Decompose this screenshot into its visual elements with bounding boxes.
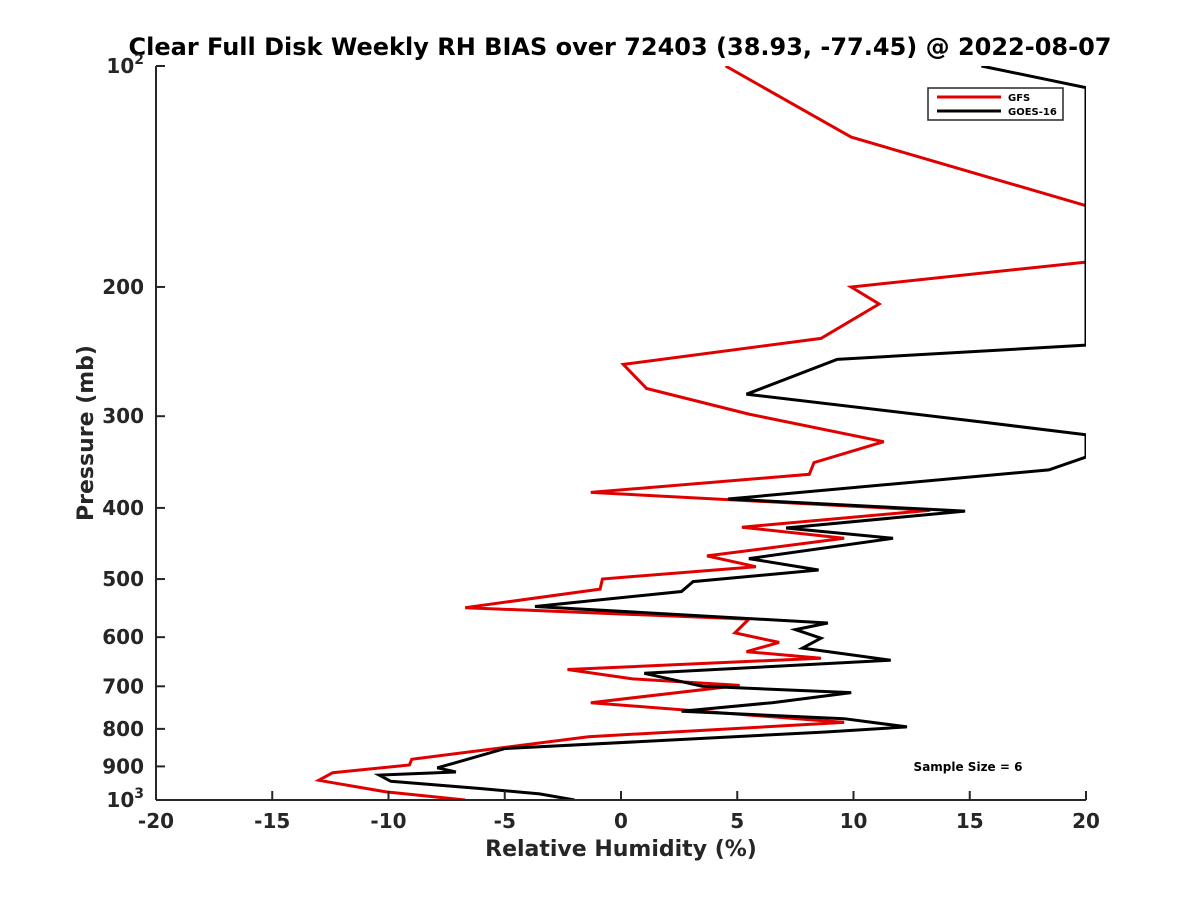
x-axis-label: Relative Humidity (%) <box>485 837 757 862</box>
x-tick-label: -10 <box>370 809 406 833</box>
x-tick-label: 10 <box>840 809 868 833</box>
sample-size-annotation: Sample Size = 6 <box>914 760 1023 774</box>
y-tick-label: 700 <box>102 674 144 698</box>
y-tick-label: 400 <box>102 496 144 520</box>
x-tick-label: 0 <box>614 809 628 833</box>
series-line-gfs <box>314 66 1086 800</box>
x-tick-label: 20 <box>1072 809 1100 833</box>
axes: -20 -15 -10 -5 0 5 10 15 20 102 200 300 400 500 600 70… <box>102 52 1100 833</box>
y-tick-label: 500 <box>102 567 144 591</box>
y-tick-label: 600 <box>102 625 144 649</box>
legend: GFS GOES-16 <box>927 87 1064 121</box>
series-line-goes-16 <box>373 66 1086 800</box>
y-tick-label: 300 <box>102 404 144 428</box>
x-tick-label: 15 <box>956 809 984 833</box>
legend-label-gfs: GFS <box>1008 93 1030 104</box>
y-tick-label: 800 <box>102 717 144 741</box>
plot-area <box>314 66 1086 800</box>
x-ticks: -20 -15 -10 -5 0 5 10 15 20 <box>138 791 1100 833</box>
y-axis-label: Pressure (mb) <box>74 345 99 521</box>
y-tick-label: 900 <box>102 754 144 778</box>
legend-box <box>927 87 1064 121</box>
x-tick-label: -15 <box>254 809 290 833</box>
y-ticks: 102 200 300 400 500 600 700 800 900 103 <box>102 52 165 812</box>
legend-label-goes16: GOES-16 <box>1008 107 1057 118</box>
y-tick-label: 102 <box>106 52 144 78</box>
x-tick-label: 5 <box>730 809 744 833</box>
y-tick-label: 200 <box>102 275 144 299</box>
x-tick-label: -20 <box>138 809 174 833</box>
y-tick-label: 103 <box>106 786 144 812</box>
chart-title: Clear Full Disk Weekly RH BIAS over 7240… <box>129 33 1112 61</box>
series-layer <box>314 66 1086 800</box>
x-tick-label: -5 <box>494 809 516 833</box>
